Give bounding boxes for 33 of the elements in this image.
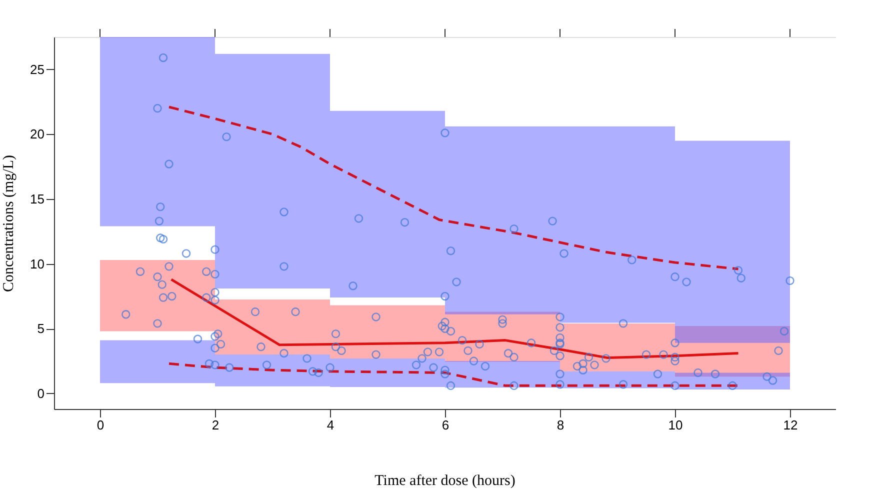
x-tick-label: 12: [783, 418, 798, 432]
x-tick-label: 0: [96, 418, 104, 432]
bar: [330, 358, 445, 387]
bar: [675, 372, 790, 390]
y-tick-label: 15: [30, 192, 44, 207]
bar: [100, 260, 215, 332]
line-series: [168, 362, 740, 387]
x-tick-label: 2: [212, 418, 220, 432]
line-series: [170, 278, 740, 360]
x-tick-label: 8: [556, 418, 564, 432]
bar: [560, 126, 675, 323]
x-axis-title: Time after dose (hours): [374, 473, 516, 489]
y-tick-label: 25: [30, 62, 44, 77]
y-tick-label: 0: [37, 386, 44, 401]
bar: [215, 354, 330, 386]
y-tick-label: 10: [30, 256, 44, 272]
y-tick-label: 20: [30, 126, 44, 142]
bar: [215, 54, 330, 288]
bar: [675, 140, 790, 343]
x-tick-label: 10: [668, 418, 683, 432]
x-tick-label: 4: [326, 418, 334, 432]
y-axis-title: Concentrations (mg/L): [1, 154, 18, 292]
bar: [215, 299, 330, 355]
bar: [100, 37, 215, 226]
bar: [330, 305, 445, 358]
y-tick-label: 5: [37, 321, 44, 336]
bar: [445, 126, 560, 314]
line-series: [168, 106, 740, 270]
bar: [560, 323, 675, 372]
bar: [100, 340, 215, 384]
x-tick-label: 6: [442, 418, 450, 432]
bar: [330, 110, 445, 298]
bar: [445, 361, 560, 388]
